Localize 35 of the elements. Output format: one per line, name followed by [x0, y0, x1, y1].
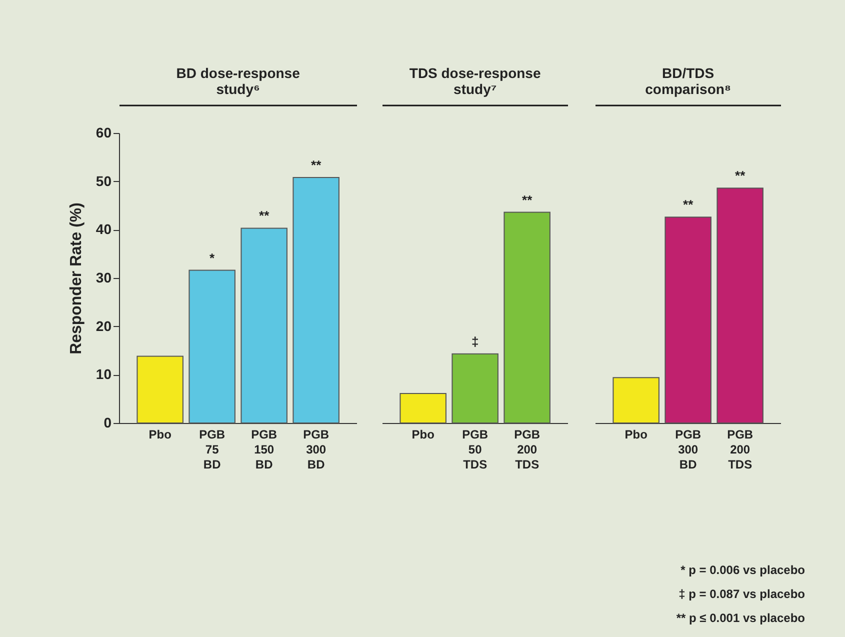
x-tick-label: PGB 200 TDS: [727, 427, 754, 472]
x-tick-label: PGB 75 BD: [199, 428, 226, 472]
x-tick-label: PGB 150 BD: [251, 428, 278, 472]
annotation: *: [210, 250, 216, 266]
x-tick-label: Pbo: [625, 427, 648, 442]
text: ** p ≤ 0.001 vs placebo: [676, 610, 805, 627]
bar: [292, 176, 340, 424]
y-tick-label: 60: [96, 124, 112, 140]
bar: [136, 356, 184, 424]
y-tick-label: 20: [96, 318, 112, 334]
x-tick-label: Pbo: [148, 428, 172, 442]
y-axis-title: Responder Rate (%): [68, 202, 85, 354]
text: ‡ p = 0.087 vs placebo: [678, 586, 805, 603]
annotation: **: [522, 192, 534, 208]
y-tick-label: 10: [96, 366, 112, 382]
chart-title: BD/TDS comparison⁸: [645, 65, 732, 98]
x-tick-label: PGB 300 BD: [303, 428, 330, 472]
y-tick-label: 40: [96, 221, 112, 238]
chart-title: BD dose-response study⁶: [176, 65, 300, 97]
annotation: **: [259, 208, 270, 224]
annotation: **: [311, 157, 322, 172]
annotation: **: [683, 197, 694, 212]
annotation: **: [735, 168, 746, 184]
bar: [188, 270, 236, 424]
y-tick-label: 30: [96, 270, 112, 286]
x-tick-label: PGB 300 BD: [675, 427, 702, 472]
y-tick-label: 0: [104, 414, 112, 430]
y-tick-label: 50: [96, 172, 112, 189]
bar: [240, 228, 288, 424]
x-tick-label: Pbo: [412, 427, 435, 442]
text: * p = 0.006 vs placebo: [680, 562, 805, 579]
chart-title: TDS dose-response study⁷: [410, 65, 542, 98]
x-tick-label: PGB 200 TDS: [514, 427, 541, 472]
annotation: ‡: [472, 334, 479, 349]
x-tick-label: PGB 50 TDS: [462, 427, 489, 472]
